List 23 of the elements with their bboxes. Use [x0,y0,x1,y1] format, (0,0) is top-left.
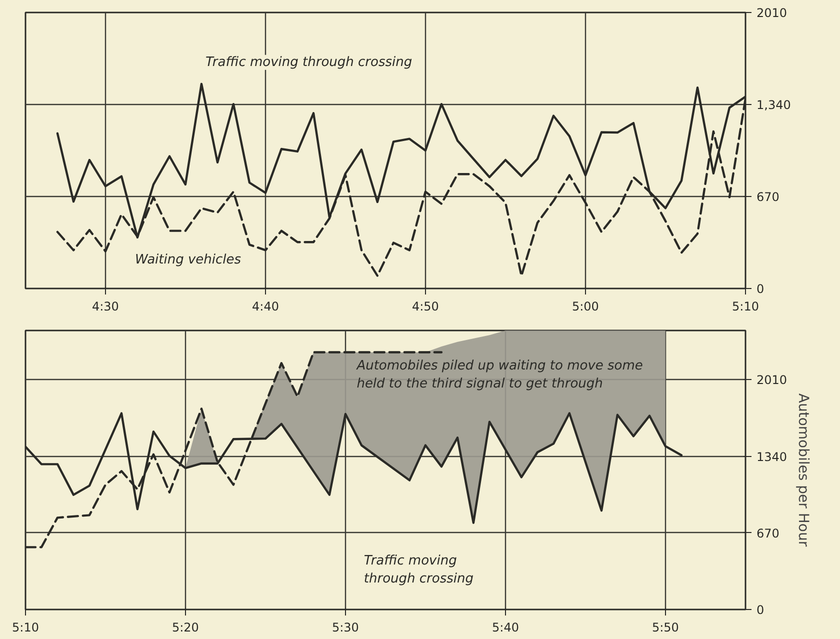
y-tick-label: 0 [756,282,764,296]
x-tick-label: 4:30 [92,300,119,314]
y-tick-label: 0 [756,603,764,617]
annotation: Traffic moving through crossing [205,54,412,70]
y-tick-label: 670 [756,190,780,204]
x-tick-label: 5:30 [332,620,359,634]
x-tick-label: 5:40 [492,620,519,634]
annotation: Automobiles piled up waiting to move some held to the third signal to get through [356,358,643,392]
y-axis-title: Automobiles per Hour [795,393,812,547]
x-tick-label: 5:20 [172,620,199,634]
x-tick-label: 4:50 [412,300,439,314]
x-tick-label: 5:10 [732,300,759,314]
x-tick-label: 5:50 [652,620,679,634]
y-tick-label: 1340 [756,450,788,464]
y-tick-label: 1,340 [756,98,791,112]
y-tick-label: 670 [756,526,780,540]
y-tick-label: 2010 [756,373,788,388]
y-tick-label: 2010 [756,6,788,20]
x-tick-label: 5:00 [572,300,599,314]
annotation: Waiting vehicles [134,252,242,268]
x-tick-label: 5:10 [12,620,39,634]
annotation: Traffic moving through crossing [364,554,474,587]
x-tick-label: 4:40 [252,300,279,314]
